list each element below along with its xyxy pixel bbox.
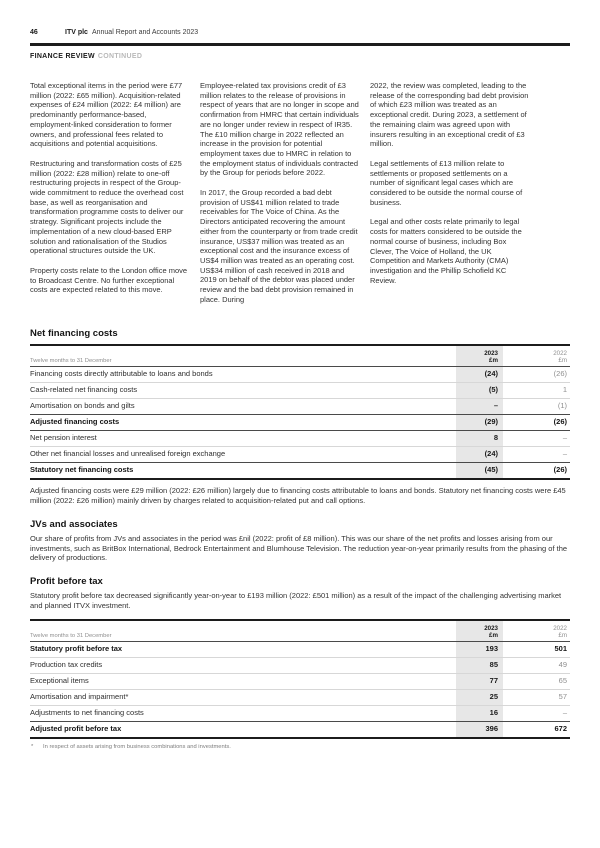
row-label: Adjusted profit before tax bbox=[30, 724, 122, 734]
value-2022: 57 bbox=[503, 689, 570, 707]
paragraph: Legal settlements of £13 million relate … bbox=[370, 158, 523, 207]
value-2023: 16 bbox=[456, 705, 503, 723]
value-2022: – bbox=[503, 705, 570, 723]
paragraph: Property costs relate to the London offi… bbox=[30, 265, 188, 295]
paragraph: In 2017, the Group recorded a bad debt p… bbox=[200, 188, 358, 304]
period-label: Twelve months to 31 December bbox=[30, 620, 456, 643]
value-2023: (5) bbox=[456, 382, 503, 400]
value-2022: – bbox=[503, 446, 570, 464]
column-header-2023: 2023 £m bbox=[456, 345, 503, 368]
row-label: Statutory net financing costs bbox=[30, 465, 134, 475]
profit-before-tax-heading: Profit before tax bbox=[30, 575, 103, 587]
table-header-row: Twelve months to 31 December 2023 £m 2022… bbox=[30, 345, 570, 368]
table-row: Production tax credits 85 49 bbox=[30, 657, 570, 675]
section-label: FINANCE REVIEW CONTINUED bbox=[30, 53, 570, 60]
row-label: Adjusted financing costs bbox=[30, 414, 456, 432]
table-total-row: Statutory net financing costs (45) (26) bbox=[30, 462, 570, 480]
value-2023: – bbox=[456, 398, 503, 416]
value-2023: 193 bbox=[456, 641, 503, 659]
value-2022: 65 bbox=[503, 673, 570, 691]
value-2022: 672 bbox=[554, 724, 567, 734]
profit-before-tax-table: Twelve months to 31 December 2023 £m 2022… bbox=[30, 619, 570, 740]
page-number: 46 bbox=[30, 29, 38, 36]
value-2022: (26) bbox=[503, 414, 570, 432]
jvs-heading: JVs and associates bbox=[30, 518, 118, 530]
row-label: Amortisation on bonds and gilts bbox=[30, 398, 456, 416]
footnote-text: In respect of assets arising from busine… bbox=[43, 744, 231, 751]
value-2022: (26) bbox=[503, 366, 570, 384]
brand-name: ITV plc bbox=[65, 29, 88, 36]
table-header-row: Twelve months to 31 December 2023 £m 2022… bbox=[30, 620, 570, 643]
row-label: Other net financial losses and unrealise… bbox=[30, 446, 456, 464]
row-label: Amortisation and impairment* bbox=[30, 689, 456, 707]
value-2022: (26) bbox=[553, 465, 567, 475]
intro-columns: Total exceptional items in the period we… bbox=[30, 81, 570, 314]
value-2022: 501 bbox=[503, 641, 570, 659]
paragraph: Employee-related tax provisions credit o… bbox=[200, 81, 359, 178]
report-title: Annual Report and Accounts 2023 bbox=[91, 29, 199, 36]
paragraph: Legal and other costs relate primarily t… bbox=[370, 217, 522, 285]
table-row: Cash-related net financing costs (5) 1 bbox=[30, 382, 570, 400]
row-label: Cash-related net financing costs bbox=[30, 382, 456, 400]
intro-column-2: Employee-related tax provisions credit o… bbox=[200, 81, 360, 314]
masthead: 46 ITV plc Annual Report and Accounts 20… bbox=[30, 28, 570, 37]
value-2022: 1 bbox=[503, 382, 570, 400]
table-row: Other net financial losses and unrealise… bbox=[30, 446, 570, 464]
paragraph: Total exceptional items in the period we… bbox=[30, 81, 183, 149]
jvs-body: Our share of profits from JVs and associ… bbox=[30, 533, 568, 563]
value-2022: 49 bbox=[503, 657, 570, 675]
value-2023: (24) bbox=[456, 446, 503, 464]
table-total-row: Adjusted profit before tax 396 672 bbox=[30, 721, 570, 739]
table-footnote: * In respect of assets arising from busi… bbox=[30, 744, 570, 751]
column-header-2022: 2022 £m bbox=[503, 345, 570, 368]
jvs-section: JVs and associates Our share of profits … bbox=[30, 519, 570, 563]
section-suffix: CONTINUED bbox=[97, 53, 143, 60]
value-2023: (45) bbox=[456, 462, 503, 480]
intro-column-3: 2022, the review was completed, leading … bbox=[370, 81, 530, 314]
row-label: Statutory profit before tax bbox=[30, 641, 456, 659]
table-row: Financing costs directly attributable to… bbox=[30, 366, 570, 384]
value-2022: (1) bbox=[503, 398, 570, 416]
value-2023: 396 bbox=[456, 721, 503, 739]
value-2023: 8 bbox=[456, 430, 503, 448]
table-total-row: Adjusted financing costs (29) (26) bbox=[30, 414, 570, 432]
period-label: Twelve months to 31 December bbox=[30, 345, 456, 368]
net-financing-section: Net financing costs Twelve months to 31 … bbox=[30, 328, 570, 505]
table-total-row: Statutory profit before tax 193 501 bbox=[30, 641, 570, 659]
value-2023: 77 bbox=[456, 673, 503, 691]
paragraph: Restructuring and transformation costs o… bbox=[30, 158, 184, 256]
column-header-2023: 2023 £m bbox=[456, 620, 503, 643]
table-row: Amortisation on bonds and gilts – (1) bbox=[30, 398, 570, 416]
net-financing-table: Twelve months to 31 December 2023 £m 2022… bbox=[30, 344, 570, 481]
value-2023: 25 bbox=[456, 689, 503, 707]
net-financing-note: Adjusted financing costs were £29 millio… bbox=[30, 486, 566, 506]
row-label: Net pension interest bbox=[30, 430, 456, 448]
row-label: Financing costs directly attributable to… bbox=[30, 366, 456, 384]
profit-before-tax-section: Profit before tax Statutory profit befor… bbox=[30, 576, 570, 751]
table-row: Net pension interest 8 – bbox=[30, 430, 570, 448]
footnote-marker: * bbox=[31, 744, 34, 751]
table-row: Adjustments to net financing costs 16 – bbox=[30, 705, 570, 723]
value-2023: (29) bbox=[456, 414, 503, 432]
row-label: Exceptional items bbox=[30, 673, 456, 691]
value-2023: (24) bbox=[456, 366, 503, 384]
table-row: Exceptional items 77 65 bbox=[30, 673, 570, 691]
value-2022: – bbox=[503, 430, 570, 448]
intro-column-1: Total exceptional items in the period we… bbox=[30, 81, 190, 314]
profit-before-tax-body: Statutory profit before tax decreased si… bbox=[30, 590, 562, 610]
row-label: Production tax credits bbox=[30, 657, 456, 675]
value-2023: 85 bbox=[456, 657, 503, 675]
paragraph: 2022, the review was completed, leading … bbox=[370, 81, 529, 149]
table-row: Amortisation and impairment* 25 57 bbox=[30, 689, 570, 707]
net-financing-heading: Net financing costs bbox=[30, 328, 118, 340]
header-rule bbox=[30, 43, 570, 46]
row-label: Adjustments to net financing costs bbox=[30, 705, 456, 723]
section-name: FINANCE REVIEW bbox=[30, 53, 95, 60]
column-header-2022: 2022 £m bbox=[503, 620, 570, 643]
